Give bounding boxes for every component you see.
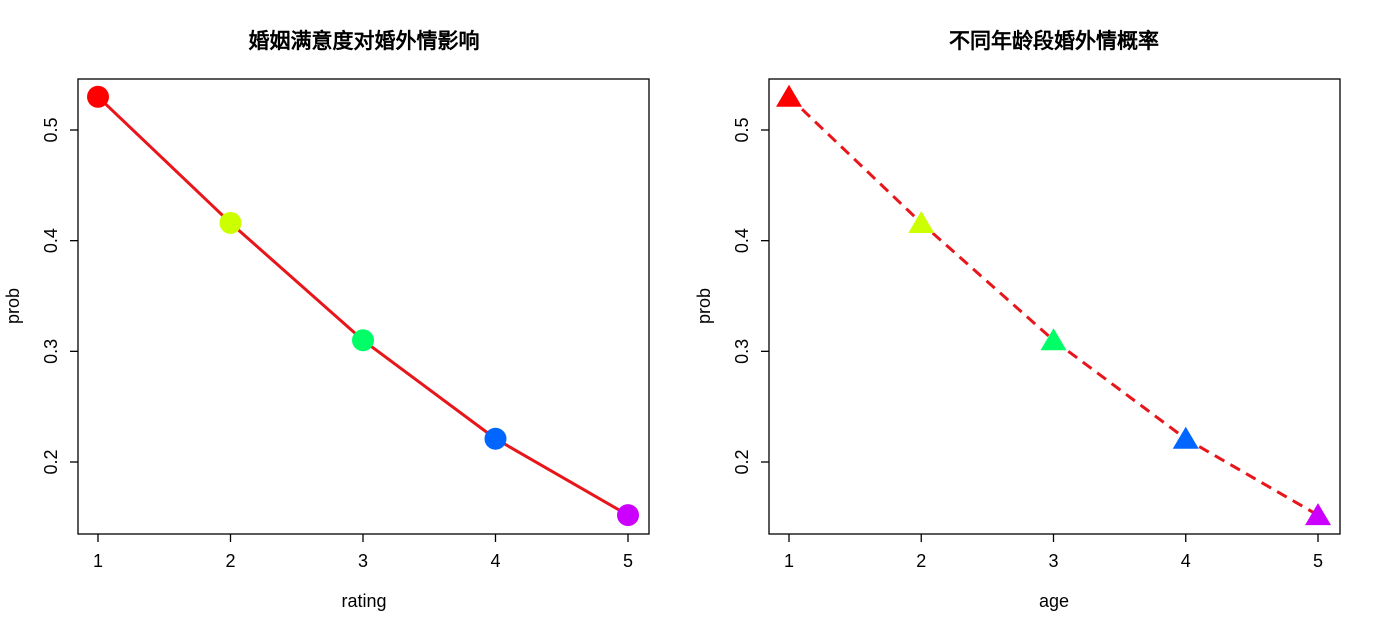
series-markers bbox=[776, 84, 1331, 526]
series-line bbox=[787, 95, 1319, 517]
y-tick-label: 0.4 bbox=[732, 228, 752, 253]
chart-title: 婚姻满意度对婚外情影响 bbox=[249, 28, 480, 53]
x-tick-label: 5 bbox=[1313, 551, 1323, 571]
series-line-path bbox=[787, 95, 1319, 517]
x-tick-label: 3 bbox=[358, 551, 368, 571]
data-point bbox=[1040, 328, 1067, 351]
data-point bbox=[1305, 503, 1331, 526]
x-tick-label: 2 bbox=[225, 551, 235, 571]
y-tick-label: 0.3 bbox=[732, 339, 752, 364]
y-tick-label: 0.2 bbox=[41, 449, 61, 474]
x-axis-label: rating bbox=[341, 591, 386, 611]
plot-frame bbox=[768, 78, 1341, 535]
data-point bbox=[617, 504, 639, 527]
y-axis: 0.2 0.3 0.4 0.5 bbox=[41, 117, 78, 475]
x-tick-label: 4 bbox=[1181, 551, 1191, 571]
x-tick-label: 1 bbox=[784, 551, 794, 571]
data-point bbox=[908, 210, 935, 233]
plot-frame bbox=[77, 78, 650, 535]
y-tick-label: 0.5 bbox=[41, 117, 61, 142]
y-axis: 0.2 0.3 0.4 0.5 bbox=[732, 117, 769, 475]
y-axis-label: prob bbox=[694, 288, 714, 324]
x-axis: 1 2 3 4 5 bbox=[784, 534, 1323, 571]
series-line bbox=[96, 95, 629, 517]
data-point bbox=[484, 427, 507, 450]
y-tick-label: 0.5 bbox=[732, 117, 752, 142]
x-tick-label: 4 bbox=[490, 551, 500, 571]
y-tick-label: 0.2 bbox=[732, 449, 752, 474]
x-tick-label: 2 bbox=[916, 551, 926, 571]
x-tick-label: 5 bbox=[623, 551, 633, 571]
series-line-path bbox=[96, 95, 629, 517]
x-axis-label: age bbox=[1039, 591, 1069, 611]
y-tick-label: 0.4 bbox=[41, 228, 61, 253]
chart-title: 不同年龄段婚外情概率 bbox=[949, 28, 1159, 53]
x-axis: 1 2 3 4 5 bbox=[93, 534, 633, 571]
chart-panel-rating: 婚姻满意度对婚外情影响 1 2 3 4 5 0.2 0.3 0.4 0.5 rating pr… bbox=[3, 28, 650, 611]
data-point bbox=[776, 84, 802, 107]
series-markers bbox=[87, 85, 639, 527]
data-point bbox=[352, 329, 374, 352]
x-tick-label: 1 bbox=[93, 551, 103, 571]
data-point bbox=[219, 211, 242, 234]
x-tick-label: 3 bbox=[1048, 551, 1058, 571]
chart-panel-age: 不同年龄段婚外情概率 1 2 3 4 5 0.2 0.3 0.4 0.5 age prob bbox=[694, 28, 1341, 611]
y-tick-label: 0.3 bbox=[41, 339, 61, 364]
y-axis-label: prob bbox=[3, 288, 23, 324]
data-point bbox=[87, 85, 109, 108]
data-point bbox=[1172, 426, 1199, 449]
